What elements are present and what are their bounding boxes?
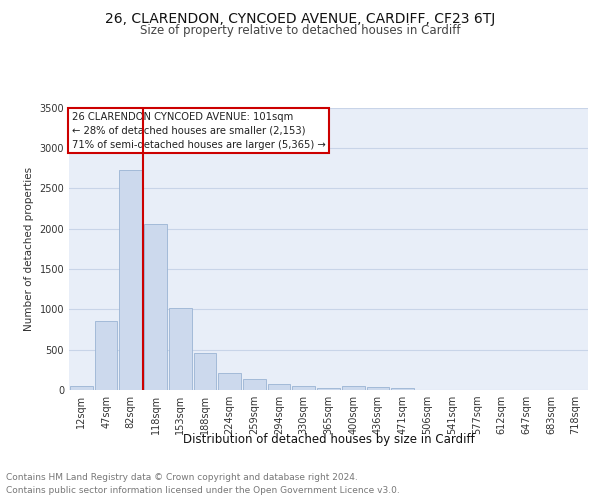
Bar — [292, 386, 315, 390]
Bar — [169, 308, 191, 390]
Bar — [391, 388, 414, 390]
Bar — [268, 384, 290, 390]
Text: Contains public sector information licensed under the Open Government Licence v3: Contains public sector information licen… — [6, 486, 400, 495]
Bar — [70, 386, 93, 390]
Text: Contains HM Land Registry data © Crown copyright and database right 2024.: Contains HM Land Registry data © Crown c… — [6, 472, 358, 482]
Bar — [317, 388, 340, 390]
Text: Distribution of detached houses by size in Cardiff: Distribution of detached houses by size … — [183, 432, 475, 446]
Y-axis label: Number of detached properties: Number of detached properties — [24, 166, 34, 331]
Bar — [144, 224, 167, 390]
Bar — [194, 353, 216, 390]
Text: 26, CLARENDON, CYNCOED AVENUE, CARDIFF, CF23 6TJ: 26, CLARENDON, CYNCOED AVENUE, CARDIFF, … — [105, 12, 495, 26]
Bar — [95, 320, 118, 390]
Bar — [243, 378, 266, 390]
Bar — [367, 387, 389, 390]
Bar — [218, 373, 241, 390]
Text: 26 CLARENDON CYNCOED AVENUE: 101sqm
← 28% of detached houses are smaller (2,153): 26 CLARENDON CYNCOED AVENUE: 101sqm ← 28… — [71, 112, 325, 150]
Bar — [119, 170, 142, 390]
Bar — [342, 386, 365, 390]
Text: Size of property relative to detached houses in Cardiff: Size of property relative to detached ho… — [140, 24, 460, 37]
